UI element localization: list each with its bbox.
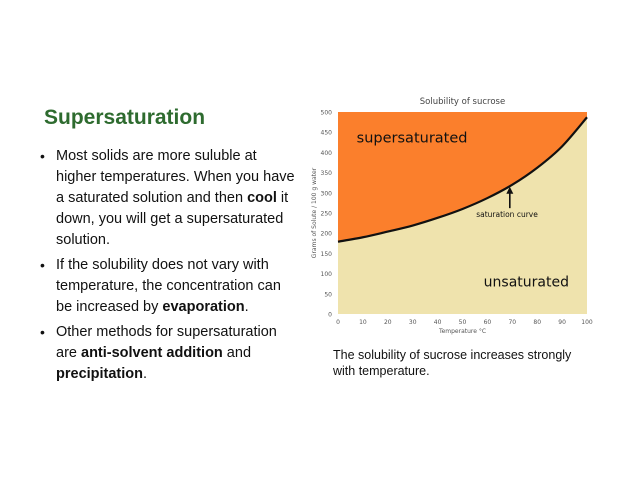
x-tick-label: 100 [581, 319, 593, 326]
bullet-emphasis: evaporation [162, 299, 245, 315]
y-tick-label: 300 [321, 190, 333, 197]
x-tick-label: 70 [508, 319, 516, 326]
bullet-dot: • [40, 324, 45, 340]
y-tick-label: 150 [321, 251, 333, 258]
bullet-text: . [143, 366, 148, 382]
saturation-curve-label: saturation curve [476, 210, 538, 219]
chart-caption: The solubility of sucrose increases stro… [333, 348, 572, 378]
x-tick-label: 80 [533, 319, 541, 326]
bullet-emphasis: cool [247, 190, 277, 206]
y-axis-label: Grams of Solute / 100 g water [311, 167, 318, 258]
x-tick-label: 20 [384, 319, 392, 326]
x-tick-label: 50 [459, 319, 467, 326]
y-tick-label: 250 [321, 211, 333, 218]
y-tick-label: 350 [321, 170, 333, 177]
chart-svg: Solubility of sucrose0501001502002503003… [311, 97, 593, 335]
x-tick-label: 0 [336, 319, 340, 326]
bullet-emphasis: anti-solvent addition [81, 345, 223, 361]
y-tick-label: 500 [321, 110, 333, 117]
unsaturated-label: unsaturated [484, 275, 569, 291]
slide-title: Supersaturation [44, 106, 206, 129]
x-tick-label: 10 [359, 319, 367, 326]
bullet-emphasis: precipitation [56, 366, 144, 382]
bullet-dot: • [40, 148, 45, 164]
y-tick-label: 450 [321, 130, 333, 137]
bullet-item: • If the solubility does not vary with te… [36, 255, 298, 318]
y-tick-label: 100 [321, 271, 333, 278]
y-tick-label: 200 [321, 231, 333, 238]
bullet-text: If the solubility does not vary with tem… [56, 257, 281, 315]
bullet-text: it down, you will get a supersaturated s… [56, 190, 289, 248]
y-tick-label: 0 [328, 312, 332, 319]
bullet-text: . [244, 299, 249, 315]
saturation-curve-line [337, 116, 588, 243]
x-tick-label: 60 [484, 319, 492, 326]
arrow-head [506, 186, 514, 194]
bullet-dot: • [40, 257, 45, 273]
bullet-list: • Most solids are more suluble at higher … [36, 146, 298, 389]
x-tick-label: 90 [558, 319, 566, 326]
bullet-text: Other methods for supersaturation are [56, 324, 277, 361]
supersaturated-region [338, 112, 587, 242]
y-tick-label: 50 [324, 291, 332, 298]
y-tick-label: 400 [321, 150, 333, 157]
solubility-chart: Solubility of sucrose 0 50 100 150 200 250 300 3… [306, 92, 597, 340]
bullet-text: Most solids are more suluble at higher t… [56, 148, 295, 206]
x-tick-label: 40 [434, 319, 442, 326]
bullet-item: • Most solids are more suluble at higher … [36, 146, 298, 251]
bullet-text: and [222, 345, 252, 361]
x-tick-label: 30 [409, 319, 417, 326]
unsaturated-region [338, 117, 587, 314]
chart-title: Solubility of sucrose [420, 97, 505, 107]
bullet-item: • Other methods for supersaturation are a… [36, 322, 298, 385]
supersaturated-label: supersaturated [357, 130, 468, 146]
x-axis-label: Temperature °C [438, 328, 486, 335]
